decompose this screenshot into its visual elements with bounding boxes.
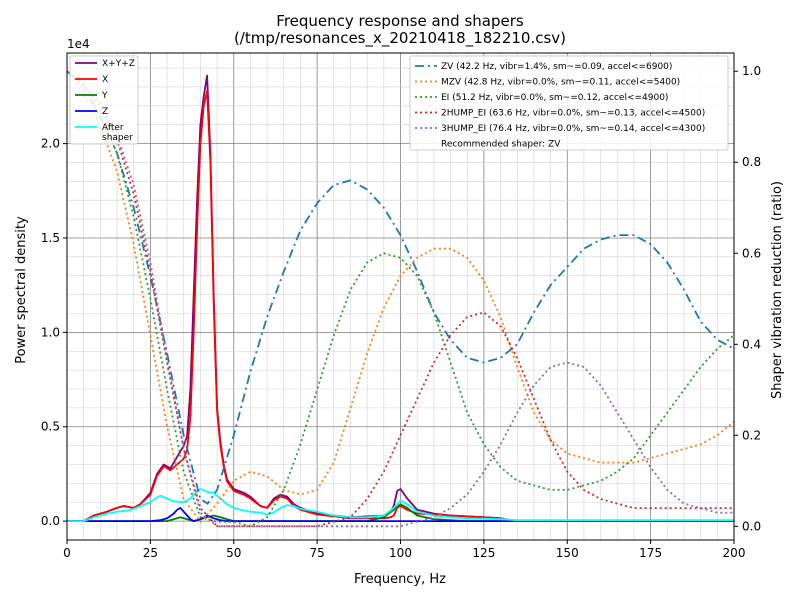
y-offset-text: 1e4 (67, 37, 90, 51)
x-tick-label: 175 (639, 546, 662, 560)
y2-tick-label: 0.4 (742, 337, 761, 351)
y-tick-label: 1.5 (41, 231, 60, 245)
psd-legend-label: After shaper (102, 123, 133, 143)
psd-legend-label: Y (101, 91, 108, 101)
shaper-legend-label: ZV (42.2 Hz, vibr=1.4%, sm~=0.09, accel<… (441, 62, 672, 72)
y-tick-label: 0.5 (41, 420, 60, 434)
shaper-legend-label: 2HUMP_EI (63.6 Hz, vibr=0.0%, sm~=0.13, … (441, 109, 705, 119)
x-tick-label: 100 (389, 546, 412, 560)
y2-axis-label: Shaper vibration reduction (ratio) (770, 181, 785, 399)
shaper-line-3hump-ei (67, 70, 734, 528)
shaper-line-ei (67, 70, 734, 528)
y-tick-label: 1.0 (41, 325, 60, 339)
psd-legend-label: X (102, 75, 108, 85)
shaper-series-group (67, 70, 734, 528)
psd-legend-label: X+Y+Z (102, 59, 135, 69)
psd-line-z (67, 507, 734, 522)
shaper-line-mzv (67, 70, 734, 524)
psd-line-x (67, 89, 734, 522)
x-tick-label: 125 (472, 546, 495, 560)
shaper-legend-label: EI (51.2 Hz, vibr=0.0%, sm~=0.12, accel<… (441, 93, 668, 103)
psd-series-group (67, 74, 734, 522)
chart-subtitle: (/tmp/resonances_x_20210418_182210.csv) (234, 29, 566, 48)
shaper-legend-label: MZV (42.8 Hz, vibr=0.0%, sm~=0.11, accel… (441, 78, 680, 88)
y2-tick-label: 0.6 (742, 246, 761, 260)
x-tick-label: 200 (723, 546, 746, 560)
y2-tick-label: 0.8 (742, 155, 761, 169)
y-tick-label: 2.0 (41, 137, 60, 151)
y-axis-left: 0.0 0.5 1.0 1.5 2.0 (41, 137, 67, 528)
x-tick-label: 0 (63, 546, 71, 560)
shaper-line-2hump-ei (67, 70, 734, 528)
y-tick-label: 0.0 (41, 514, 60, 528)
chart-title: Frequency response and shapers (276, 12, 524, 30)
psd-line-after-shaper (67, 488, 734, 522)
psd-legend-label: Z (102, 107, 108, 117)
shaper-legend: ZV (42.2 Hz, vibr=1.4%, sm~=0.09, accel<… (409, 55, 729, 151)
x-axis-label: Frequency, Hz (354, 572, 446, 587)
y-axis-right: 0.0 0.2 0.4 0.6 0.8 1.0 (734, 64, 761, 533)
recommended-shaper-annotation: Recommended shaper: ZV (441, 140, 561, 150)
shaper-legend-label: 3HUMP_EI (76.4 Hz, vibr=0.0%, sm~=0.14, … (441, 124, 705, 134)
x-tick-label: 75 (309, 546, 324, 560)
x-axis: 0 25 50 75 100 125 150 175 200 (63, 540, 745, 560)
shaper-line-zv (67, 70, 734, 505)
psd-legend: X+Y+Z XYZ After shaper (69, 55, 139, 145)
shaper-legend-box (409, 55, 729, 151)
x-tick-label: 150 (556, 546, 579, 560)
x-tick-label: 50 (226, 546, 241, 560)
x-tick-label: 25 (143, 546, 158, 560)
y2-tick-label: 1.0 (742, 64, 761, 78)
y2-tick-label: 0.0 (742, 519, 761, 533)
psd-legend-box (69, 55, 139, 145)
y2-tick-label: 0.2 (742, 428, 761, 442)
y-axis-label: Power spectral density (14, 216, 29, 364)
